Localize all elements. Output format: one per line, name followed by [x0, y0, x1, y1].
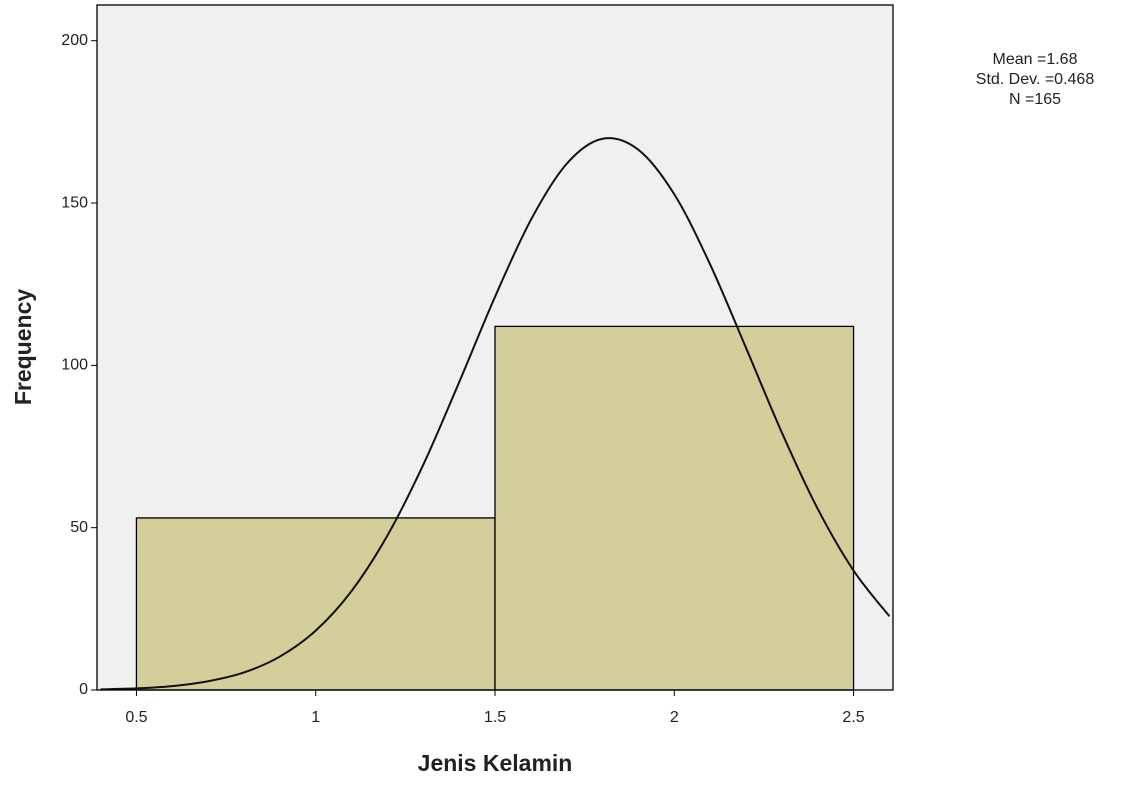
x-axis-title: Jenis Kelamin — [418, 750, 573, 776]
x-tick-label: 1 — [311, 709, 320, 726]
y-tick-label: 50 — [70, 519, 88, 536]
x-tick-label: 0.5 — [125, 709, 147, 726]
y-axis-title: Frequency — [10, 289, 36, 406]
stat-annotation: Mean =1.68 — [993, 51, 1078, 68]
x-tick-label: 2.5 — [842, 709, 864, 726]
stat-annotation: Std. Dev. =0.468 — [976, 71, 1095, 88]
y-tick-label: 200 — [61, 32, 88, 49]
y-tick-label: 0 — [79, 681, 88, 698]
normal-curve — [100, 137, 891, 690]
bar — [494, 325, 855, 691]
bar — [135, 517, 496, 691]
x-tick-label: 1.5 — [484, 709, 506, 726]
y-tick-label: 100 — [61, 357, 88, 374]
stat-annotation: N =165 — [1009, 91, 1061, 108]
x-tick-label: 2 — [670, 709, 679, 726]
plot-frame — [96, 4, 894, 691]
y-tick-label: 150 — [61, 194, 88, 211]
